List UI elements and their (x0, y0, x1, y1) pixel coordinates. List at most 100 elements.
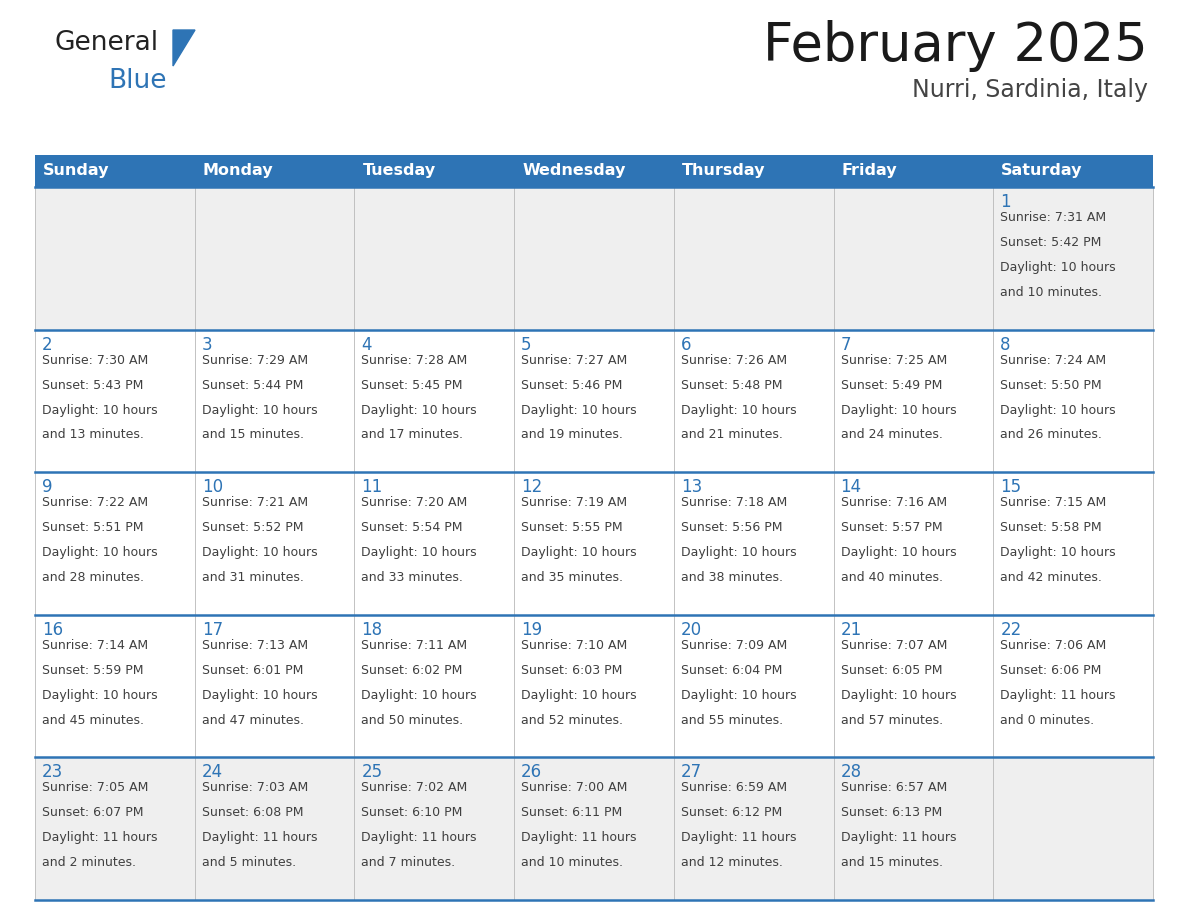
Text: Sunrise: 7:05 AM: Sunrise: 7:05 AM (42, 781, 148, 794)
Text: and 47 minutes.: and 47 minutes. (202, 713, 304, 727)
Text: Sunset: 5:42 PM: Sunset: 5:42 PM (1000, 236, 1101, 249)
Text: Sunset: 6:12 PM: Sunset: 6:12 PM (681, 806, 782, 820)
Text: 25: 25 (361, 764, 383, 781)
Text: 22: 22 (1000, 621, 1022, 639)
Text: Daylight: 11 hours: Daylight: 11 hours (1000, 688, 1116, 701)
Text: Sunset: 6:13 PM: Sunset: 6:13 PM (841, 806, 942, 820)
Text: Nurri, Sardinia, Italy: Nurri, Sardinia, Italy (912, 78, 1148, 102)
Text: 8: 8 (1000, 336, 1011, 353)
Bar (674, 187, 834, 330)
Bar (195, 155, 354, 187)
Text: Sunset: 6:06 PM: Sunset: 6:06 PM (1000, 664, 1101, 677)
Text: Daylight: 10 hours: Daylight: 10 hours (361, 688, 478, 701)
Bar (834, 757, 993, 900)
Bar (674, 330, 834, 472)
Text: 13: 13 (681, 478, 702, 497)
Text: Sunrise: 7:14 AM: Sunrise: 7:14 AM (42, 639, 148, 652)
Text: 11: 11 (361, 478, 383, 497)
Text: Sunset: 6:02 PM: Sunset: 6:02 PM (361, 664, 463, 677)
Text: Sunrise: 7:24 AM: Sunrise: 7:24 AM (1000, 353, 1106, 366)
Bar (514, 757, 674, 900)
Text: Daylight: 10 hours: Daylight: 10 hours (1000, 261, 1116, 274)
Text: and 7 minutes.: and 7 minutes. (361, 856, 455, 869)
Text: Saturday: Saturday (1001, 163, 1082, 178)
Text: Daylight: 11 hours: Daylight: 11 hours (42, 832, 158, 845)
Bar (834, 615, 993, 757)
Text: 23: 23 (42, 764, 63, 781)
Text: Sunrise: 7:19 AM: Sunrise: 7:19 AM (522, 497, 627, 509)
Text: 27: 27 (681, 764, 702, 781)
Text: and 5 minutes.: and 5 minutes. (202, 856, 296, 869)
Text: and 13 minutes.: and 13 minutes. (42, 429, 144, 442)
Bar (993, 330, 1154, 472)
Text: 9: 9 (42, 478, 52, 497)
Text: Sunrise: 7:15 AM: Sunrise: 7:15 AM (1000, 497, 1106, 509)
Text: and 19 minutes.: and 19 minutes. (522, 429, 623, 442)
Text: Sunset: 5:46 PM: Sunset: 5:46 PM (522, 378, 623, 392)
Text: Sunset: 5:56 PM: Sunset: 5:56 PM (681, 521, 783, 534)
Text: 20: 20 (681, 621, 702, 639)
Text: and 55 minutes.: and 55 minutes. (681, 713, 783, 727)
Text: Sunrise: 6:59 AM: Sunrise: 6:59 AM (681, 781, 786, 794)
Bar (674, 757, 834, 900)
Text: Daylight: 10 hours: Daylight: 10 hours (1000, 546, 1116, 559)
Text: 4: 4 (361, 336, 372, 353)
Text: Sunset: 5:59 PM: Sunset: 5:59 PM (42, 664, 144, 677)
Text: 24: 24 (202, 764, 223, 781)
Bar (993, 615, 1154, 757)
Text: and 15 minutes.: and 15 minutes. (841, 856, 942, 869)
Text: Sunrise: 7:16 AM: Sunrise: 7:16 AM (841, 497, 947, 509)
Bar (354, 472, 514, 615)
Text: Tuesday: Tuesday (362, 163, 436, 178)
Polygon shape (173, 30, 195, 66)
Bar (34, 757, 195, 900)
Text: and 24 minutes.: and 24 minutes. (841, 429, 942, 442)
Text: Sunset: 6:05 PM: Sunset: 6:05 PM (841, 664, 942, 677)
Text: Daylight: 10 hours: Daylight: 10 hours (841, 404, 956, 417)
Bar (514, 330, 674, 472)
Text: Daylight: 10 hours: Daylight: 10 hours (522, 546, 637, 559)
Text: Sunrise: 7:07 AM: Sunrise: 7:07 AM (841, 639, 947, 652)
Text: Daylight: 11 hours: Daylight: 11 hours (202, 832, 317, 845)
Bar (993, 757, 1154, 900)
Bar (34, 187, 195, 330)
Text: Sunset: 6:11 PM: Sunset: 6:11 PM (522, 806, 623, 820)
Text: February 2025: February 2025 (763, 20, 1148, 72)
Text: Daylight: 10 hours: Daylight: 10 hours (202, 546, 317, 559)
Text: Sunrise: 7:26 AM: Sunrise: 7:26 AM (681, 353, 786, 366)
Text: 16: 16 (42, 621, 63, 639)
Text: Daylight: 10 hours: Daylight: 10 hours (522, 688, 637, 701)
Bar (514, 615, 674, 757)
Text: Daylight: 10 hours: Daylight: 10 hours (361, 404, 478, 417)
Bar (354, 155, 514, 187)
Text: Sunrise: 7:30 AM: Sunrise: 7:30 AM (42, 353, 148, 366)
Text: Sunset: 5:43 PM: Sunset: 5:43 PM (42, 378, 144, 392)
Bar (195, 330, 354, 472)
Text: Sunset: 6:03 PM: Sunset: 6:03 PM (522, 664, 623, 677)
Bar (514, 155, 674, 187)
Text: Thursday: Thursday (682, 163, 765, 178)
Text: Daylight: 10 hours: Daylight: 10 hours (681, 688, 796, 701)
Text: Sunset: 6:04 PM: Sunset: 6:04 PM (681, 664, 782, 677)
Text: Daylight: 10 hours: Daylight: 10 hours (202, 404, 317, 417)
Bar (34, 155, 195, 187)
Bar (674, 155, 834, 187)
Text: Sunrise: 6:57 AM: Sunrise: 6:57 AM (841, 781, 947, 794)
Bar (674, 472, 834, 615)
Text: 14: 14 (841, 478, 861, 497)
Text: Sunset: 6:08 PM: Sunset: 6:08 PM (202, 806, 303, 820)
Text: Sunset: 5:50 PM: Sunset: 5:50 PM (1000, 378, 1102, 392)
Text: Sunset: 5:52 PM: Sunset: 5:52 PM (202, 521, 303, 534)
Text: and 12 minutes.: and 12 minutes. (681, 856, 783, 869)
Text: 10: 10 (202, 478, 223, 497)
Text: Daylight: 10 hours: Daylight: 10 hours (681, 404, 796, 417)
Text: Sunrise: 7:10 AM: Sunrise: 7:10 AM (522, 639, 627, 652)
Text: Sunrise: 7:18 AM: Sunrise: 7:18 AM (681, 497, 788, 509)
Text: General: General (55, 30, 159, 56)
Text: and 10 minutes.: and 10 minutes. (522, 856, 624, 869)
Text: Sunset: 5:54 PM: Sunset: 5:54 PM (361, 521, 463, 534)
Text: and 31 minutes.: and 31 minutes. (202, 571, 304, 584)
Bar (354, 330, 514, 472)
Text: Sunday: Sunday (43, 163, 109, 178)
Text: and 15 minutes.: and 15 minutes. (202, 429, 304, 442)
